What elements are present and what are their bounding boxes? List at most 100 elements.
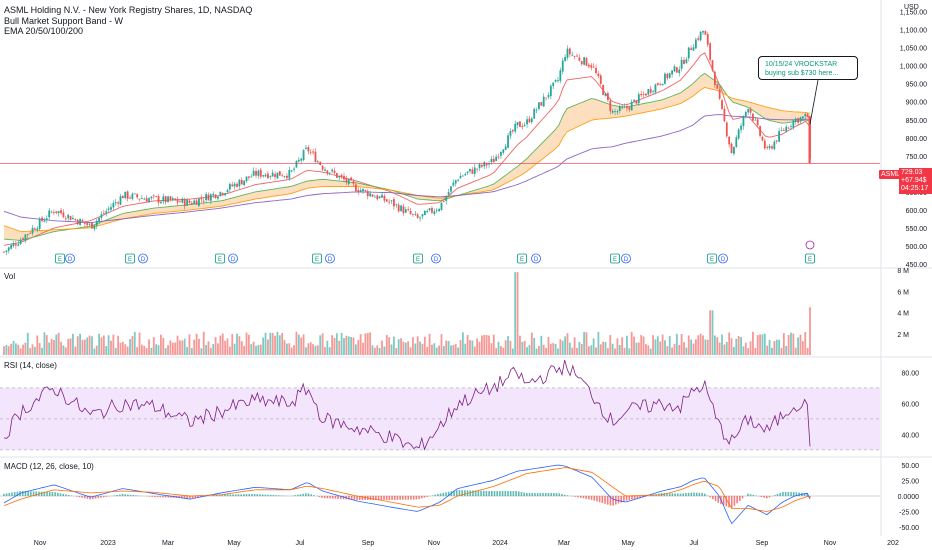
price-candle — [107, 206, 110, 213]
candle-body — [740, 125, 742, 130]
macd-histogram-bar — [682, 493, 685, 496]
price-candle — [55, 211, 58, 215]
candle-body — [221, 192, 224, 195]
volume-bar — [397, 339, 400, 355]
price-candle — [264, 173, 267, 178]
price-candle — [41, 215, 43, 223]
volume-bar — [393, 336, 395, 355]
macd-histogram-bar — [259, 494, 261, 496]
candle-body — [359, 190, 362, 193]
candle-body — [343, 176, 345, 180]
candle-body — [26, 234, 29, 235]
volume-bar — [385, 334, 388, 355]
price-candles[interactable] — [0, 30, 880, 256]
macd-histogram-bar — [593, 496, 596, 501]
price-candle — [592, 63, 595, 68]
rsi-pane-label[interactable]: RSI (14, close) — [4, 361, 57, 370]
volume-bar — [778, 339, 780, 355]
candle-body — [778, 131, 780, 142]
symbol-title[interactable]: ASML Holding N.V. - New York Registry Sh… — [4, 5, 253, 15]
dividend-marker: D — [431, 253, 441, 264]
price-candle — [160, 200, 162, 204]
volume-bar — [759, 334, 761, 355]
volume-bar — [91, 336, 93, 355]
volume-bar — [198, 338, 200, 355]
price-candle — [442, 199, 445, 203]
price-candle — [183, 197, 186, 210]
macd-pane-label[interactable]: MACD (12, 26, close, 10) — [4, 462, 94, 471]
macd-histogram-bar — [132, 495, 135, 496]
volume-bar — [74, 346, 77, 355]
candle-body — [602, 85, 605, 95]
candle-body — [240, 179, 243, 185]
candle-body — [728, 136, 731, 145]
price-candle — [81, 218, 84, 222]
macd-histogram-bar — [588, 496, 590, 500]
price-candle — [694, 37, 697, 50]
volume-bar — [621, 337, 624, 355]
candle-body — [628, 107, 631, 110]
volume-bar — [110, 340, 112, 355]
volume-bar — [469, 340, 471, 355]
candle-body — [350, 177, 353, 181]
macd-histogram-bar — [558, 493, 561, 496]
callout-line-1: 10/15/24 VROCKSTAR — [765, 61, 838, 68]
volume-bar — [742, 346, 745, 355]
volume-bar — [773, 341, 776, 355]
macd-histogram-bar — [798, 492, 800, 496]
volume-bar — [407, 341, 410, 355]
volume-bar — [799, 334, 802, 355]
volume-bar — [533, 337, 536, 355]
candle-body — [702, 30, 704, 33]
earnings-marker: E — [413, 253, 423, 264]
macd-histogram-bar — [299, 494, 302, 496]
dividend-marker: D — [718, 253, 728, 264]
price-candle — [466, 171, 469, 176]
candle-body — [150, 196, 153, 199]
macd-histogram-bar — [124, 494, 127, 496]
macd-histogram-bar — [105, 496, 108, 497]
candle-body — [162, 196, 165, 202]
price-candle — [98, 217, 101, 225]
indicator-ema-label[interactable]: EMA 20/50/100/200 — [4, 26, 84, 36]
annotation-callout[interactable]: 10/15/24 VROCKSTAR buying sub $730 here.… — [758, 56, 858, 80]
volume-pane-label[interactable]: Vol — [4, 272, 16, 281]
macd-histogram-bar — [35, 491, 38, 496]
volume-bar — [312, 344, 314, 355]
candle-body — [744, 111, 747, 117]
candle-body — [690, 48, 693, 50]
macd-histogram-bar — [728, 496, 730, 508]
candle-body — [312, 151, 314, 153]
macd-histogram-bar — [27, 491, 29, 496]
dividend-marker: D — [531, 253, 541, 264]
candle-body — [785, 126, 788, 132]
time-tick-label: 2024 — [492, 540, 508, 547]
macd-histogram-bar — [40, 491, 43, 496]
volume-bars — [3, 272, 811, 355]
candle-body — [131, 193, 134, 199]
volume-bar — [626, 335, 628, 355]
price-candle — [568, 47, 571, 58]
macd-histogram-bar — [550, 493, 552, 496]
macd-histogram-bar — [323, 496, 326, 499]
volume-bar — [202, 331, 205, 355]
ema-line-100 — [3, 87, 811, 232]
candle-body — [209, 194, 212, 201]
price-candle — [611, 109, 614, 115]
macd-histogram-bar — [472, 490, 474, 496]
indicator-band-label[interactable]: Bull Market Support Band - W — [4, 16, 124, 26]
macd-histogram-bar — [741, 496, 744, 499]
dividend-badge — [621, 253, 631, 264]
price-candle — [233, 182, 236, 190]
price-candle — [133, 193, 136, 195]
candle-body — [678, 69, 681, 74]
volume-bar — [19, 348, 22, 355]
candle-body — [540, 102, 543, 106]
volume-bar — [29, 348, 32, 355]
price-candle — [607, 91, 609, 102]
candle-body — [414, 213, 417, 215]
volume-bar — [530, 332, 533, 355]
candle-body — [274, 174, 276, 178]
volume-bar — [383, 346, 386, 355]
